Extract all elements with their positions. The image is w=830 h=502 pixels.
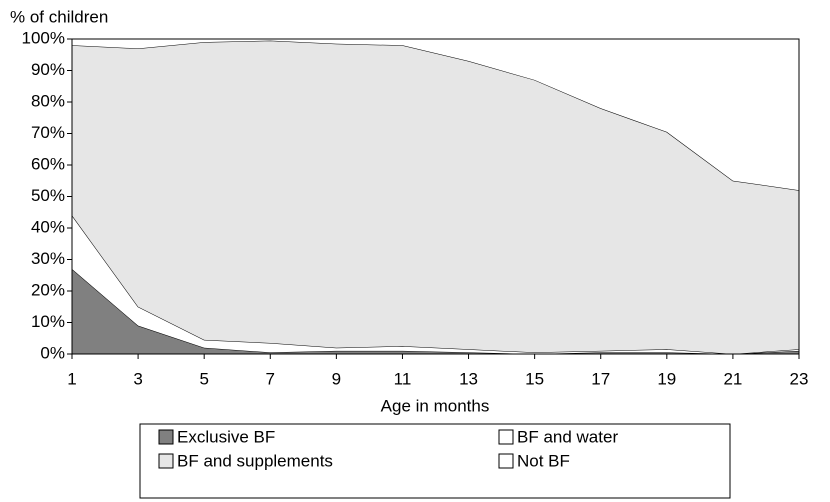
y-tick-label: 90%: [31, 60, 65, 79]
y-tick-label: 20%: [31, 280, 65, 299]
y-tick-label: 10%: [31, 312, 65, 331]
legend-label: Not BF: [517, 451, 570, 470]
x-tick-label: 13: [459, 369, 478, 388]
x-tick-label: 11: [394, 369, 412, 388]
area: [72, 39, 799, 191]
y-tick-label: 50%: [31, 186, 65, 205]
y-tick-label: 40%: [31, 217, 65, 236]
y-tick-label: 100%: [22, 28, 65, 47]
x-tick-label: 21: [723, 369, 742, 388]
x-tick-label: 23: [790, 369, 809, 388]
legend-label: BF and supplements: [177, 451, 333, 470]
x-tick-label: 7: [266, 369, 275, 388]
x-tick-label: 3: [133, 369, 142, 388]
area-line: [71, 268, 800, 355]
x-tick-label: 15: [525, 369, 544, 388]
x-tick-label: 17: [591, 369, 610, 388]
y-tick-label: 70%: [31, 123, 65, 142]
legend-swatch: [498, 453, 514, 469]
x-tick-label: 1: [67, 369, 76, 388]
legend-label: BF and water: [517, 427, 618, 446]
x-tick-label: 9: [332, 369, 341, 388]
x-tick-label: 5: [199, 369, 208, 388]
x-tick-label: 19: [657, 369, 676, 388]
y-tick-label: 0%: [40, 343, 65, 362]
legend-box: [139, 423, 731, 499]
legend-swatch: [158, 429, 174, 445]
legend-swatch: [498, 429, 514, 445]
y-axis-label: % of children: [10, 7, 108, 26]
legend-label: Exclusive BF: [177, 427, 275, 446]
legend-swatch: [158, 453, 174, 469]
area: [72, 40, 799, 354]
y-tick-label: 60%: [31, 154, 65, 173]
x-axis-label: Age in months: [381, 396, 490, 415]
area: [72, 268, 799, 354]
y-tick-label: 80%: [31, 91, 65, 110]
y-tick-label: 30%: [31, 249, 65, 268]
